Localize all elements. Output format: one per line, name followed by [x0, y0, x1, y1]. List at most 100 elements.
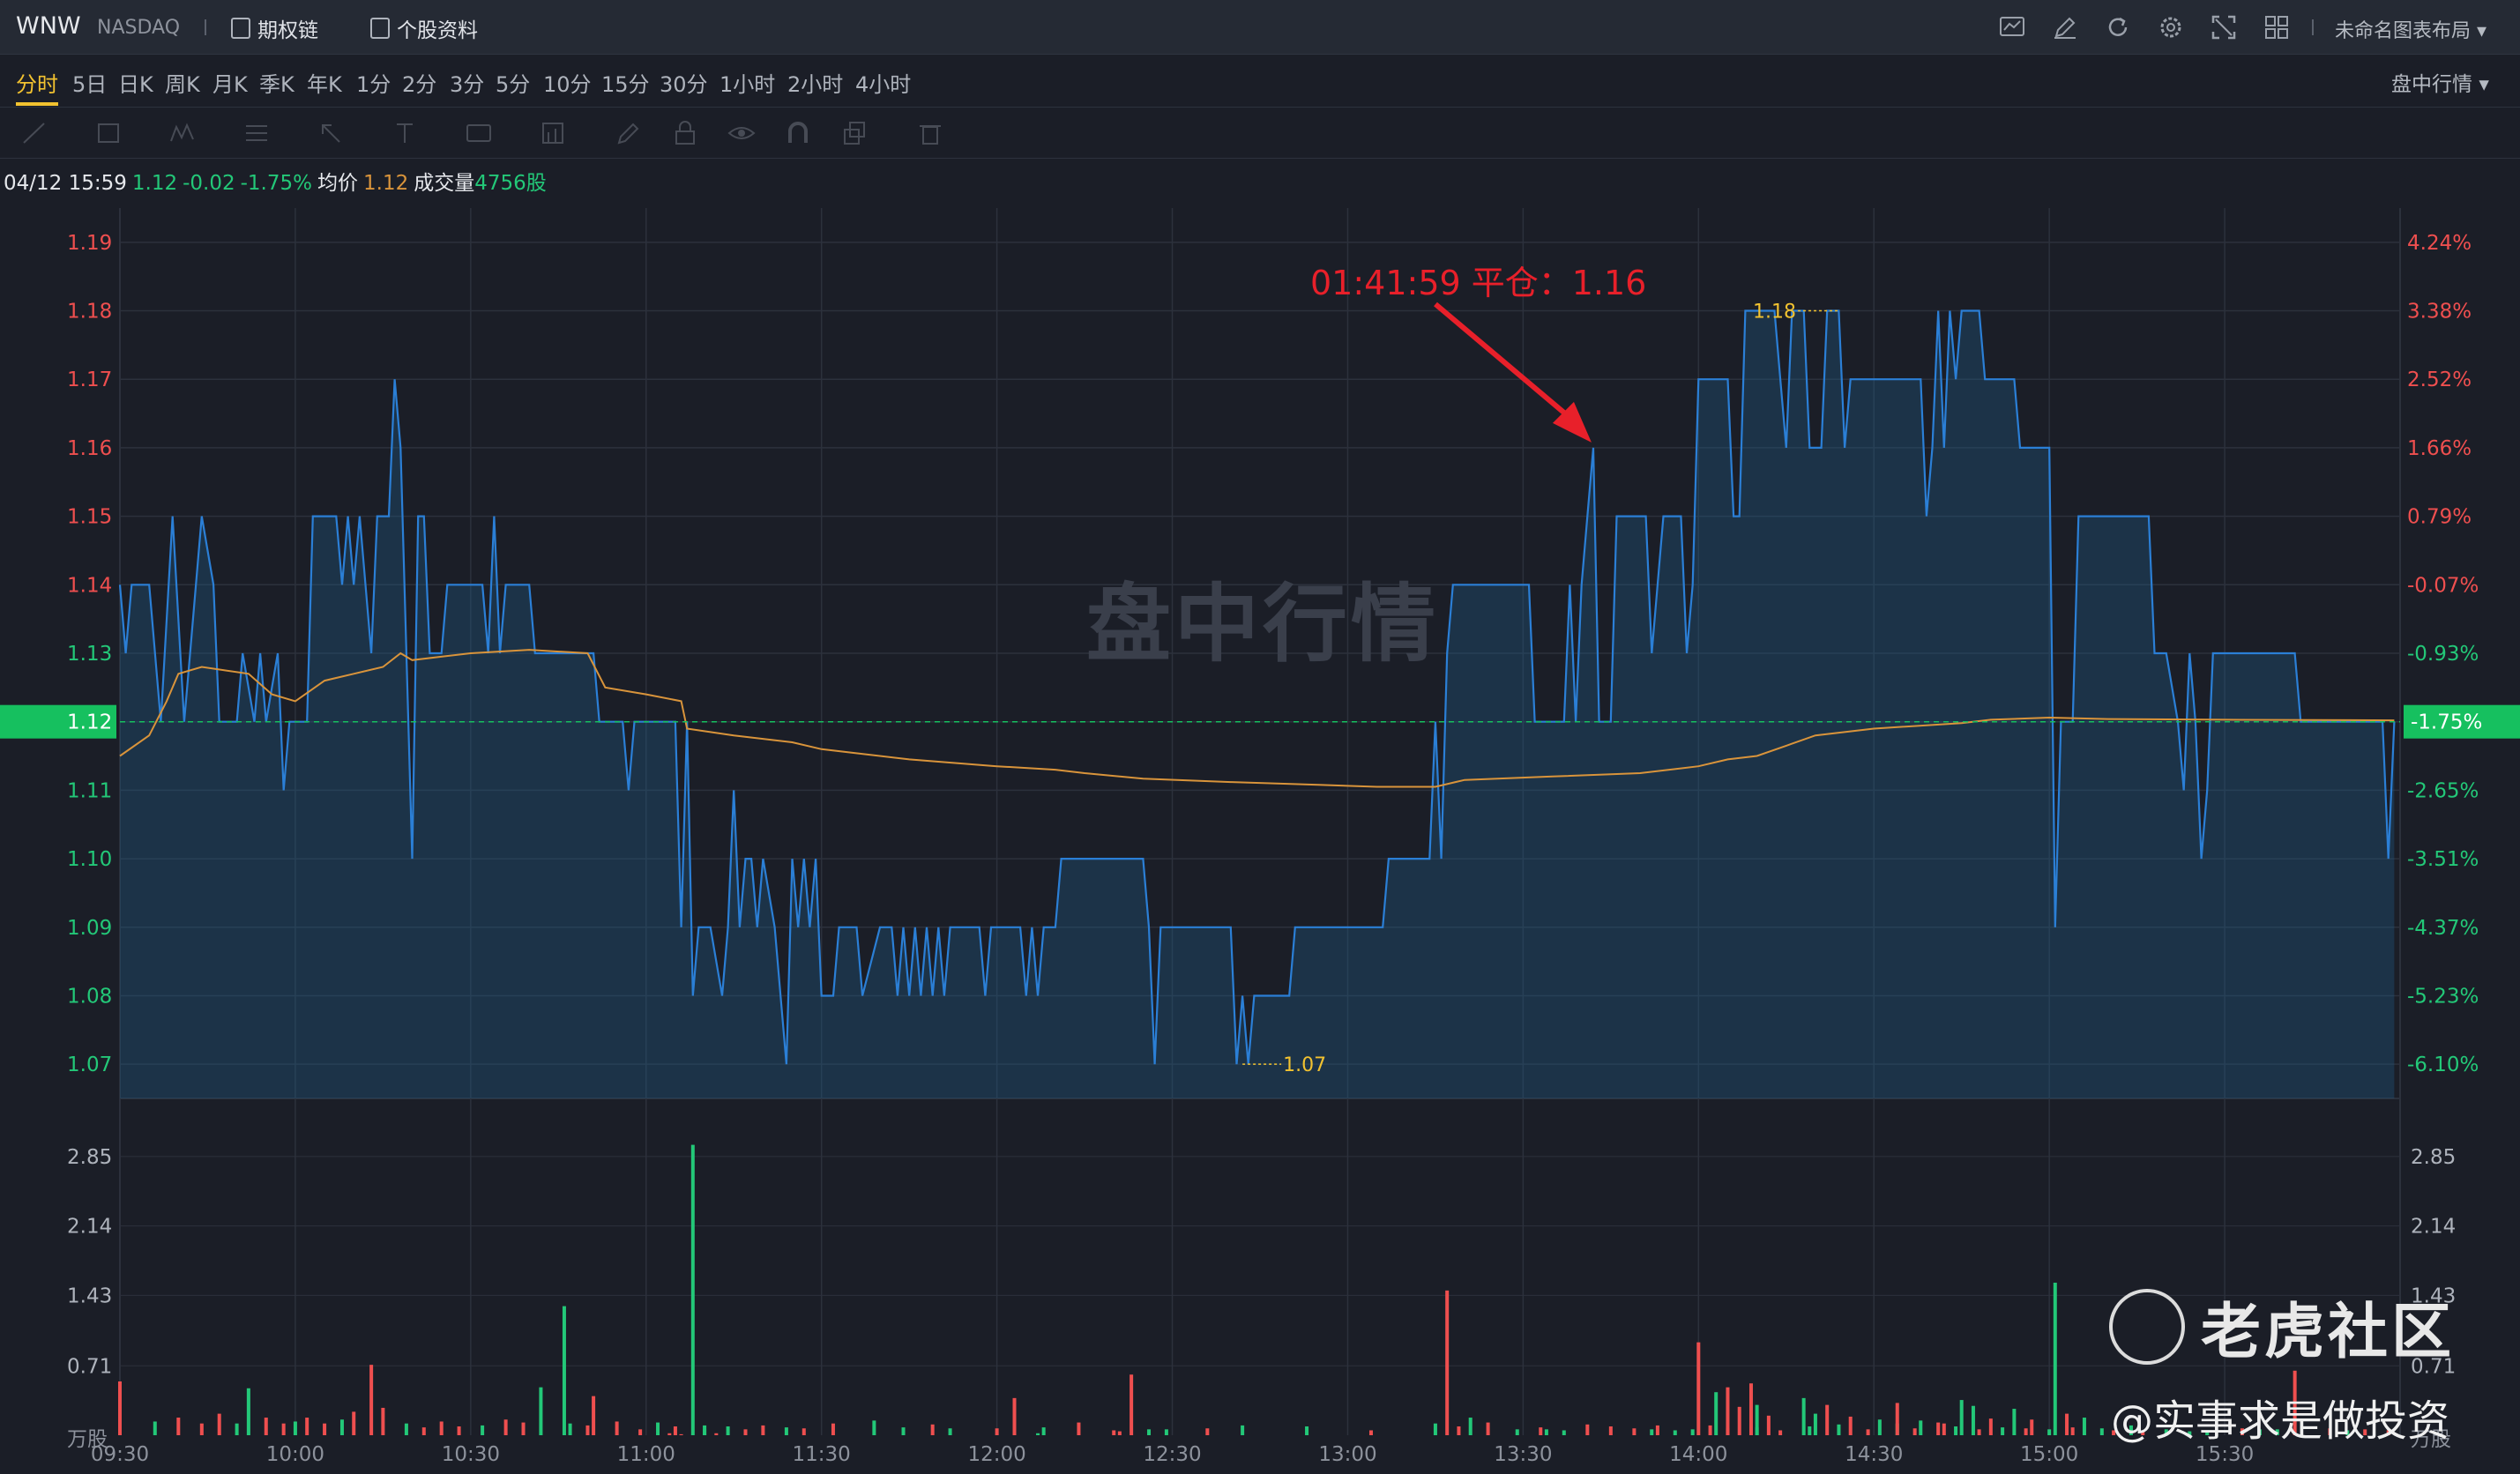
volume-bar: [1708, 1425, 1712, 1435]
refresh-icon[interactable]: [2104, 13, 2132, 41]
volume-bar: [118, 1381, 122, 1435]
time-axis-label: 14:00: [1669, 1443, 1727, 1466]
price-area-fill: [120, 310, 2395, 1098]
volume-bar: [2328, 1428, 2332, 1435]
time-axis-label: 13:30: [1494, 1443, 1552, 1466]
stock-profile-link[interactable]: 个股资料: [370, 13, 478, 43]
text-tool-icon[interactable]: [390, 118, 420, 148]
stock-symbol[interactable]: WNW: [16, 12, 81, 40]
volume-bar: [1877, 1419, 1882, 1435]
volume-bar: [1585, 1424, 1590, 1435]
tab-period-daily[interactable]: 日K: [118, 72, 153, 97]
tab-period-quarterly[interactable]: 季K: [259, 72, 294, 97]
pct-axis-label: -6.10%: [2407, 1053, 2479, 1076]
tab-period-1h[interactable]: 1小时: [719, 72, 776, 97]
volume-bar: [2275, 1429, 2279, 1435]
tab-period-3m[interactable]: 3分: [450, 72, 485, 97]
period-tabs: 分时 5日 日K 周K 月K 季K 年K 1分 2分 3分 5分 10分 15分…: [0, 55, 2520, 108]
volume-bar: [1813, 1413, 1817, 1435]
time-axis-label: 12:30: [1143, 1443, 1201, 1466]
volume-axis-label: 0.71: [67, 1355, 112, 1378]
pct-axis-label: 2.52%: [2407, 368, 2472, 391]
volume-bar: [1305, 1426, 1309, 1435]
volume-bar: [2070, 1427, 2075, 1435]
chevron-down-icon: ▾: [2477, 20, 2487, 42]
draw-icon[interactable]: [2051, 13, 2079, 41]
tab-period-yearly[interactable]: 年K: [307, 72, 342, 97]
volume-bar: [1866, 1429, 1870, 1435]
volume-bar: [656, 1422, 660, 1435]
volume-bar: [1714, 1392, 1719, 1435]
tab-period-monthly[interactable]: 月K: [212, 72, 248, 97]
volume-bar: [2363, 1429, 2367, 1435]
time-axis-label: 11:30: [793, 1443, 851, 1466]
line-tool-icon[interactable]: [19, 118, 49, 148]
time-axis-label: 12:00: [967, 1443, 1025, 1466]
rect-tool-icon[interactable]: [93, 118, 123, 148]
quote-change-pct: -1.75%: [240, 172, 312, 195]
pct-axis-label: 4.24%: [2407, 232, 2472, 255]
volume-bar: [743, 1429, 748, 1435]
volume-bar: [199, 1423, 204, 1435]
price-axis-label: 1.10: [67, 848, 112, 871]
eye-icon[interactable]: [727, 118, 757, 148]
lock-icon[interactable]: [670, 118, 700, 148]
price-axis-label: 1.17: [67, 368, 112, 391]
price-axis-label: 1.08: [67, 985, 112, 1008]
wave-tool-icon[interactable]: [168, 118, 198, 148]
market-mode-selector[interactable]: 盘中行情 ▾: [2391, 67, 2489, 97]
tab-period-1m[interactable]: 1分: [356, 72, 391, 97]
volume-bar: [1368, 1430, 1373, 1435]
volume-bar: [2188, 1431, 2192, 1435]
grid-layout-icon[interactable]: [2263, 13, 2291, 41]
volume-bar: [690, 1144, 695, 1435]
option-chain-link[interactable]: 期权链: [231, 13, 318, 43]
label-tool-icon[interactable]: [464, 118, 494, 148]
copy-icon[interactable]: [839, 118, 869, 148]
volume-bar: [872, 1420, 876, 1435]
volume-bar: [153, 1421, 157, 1435]
volume-bar: [562, 1306, 566, 1435]
tab-period-intraday[interactable]: 分时: [16, 72, 58, 97]
fullscreen-icon[interactable]: [2210, 13, 2238, 41]
volume-bar: [2386, 1430, 2390, 1435]
tab-period-10m[interactable]: 10分: [543, 72, 592, 97]
volume-bar: [568, 1423, 572, 1435]
tab-period-5d[interactable]: 5日: [72, 72, 108, 97]
tab-period-weekly[interactable]: 周K: [165, 72, 200, 97]
price-axis-label: 1.15: [67, 506, 112, 529]
volume-bar: [1562, 1430, 1566, 1435]
current-price-label: 1.12: [67, 711, 112, 734]
volume-unit-label-right: 万股: [2411, 1428, 2451, 1451]
volume-bar: [1825, 1404, 1830, 1435]
tab-period-30m[interactable]: 30分: [660, 72, 708, 97]
magnet-icon[interactable]: [783, 118, 813, 148]
tab-period-4h[interactable]: 4小时: [855, 72, 912, 97]
volume-bar: [714, 1433, 719, 1435]
volume-bar: [1433, 1423, 1437, 1435]
price-axis-label: 1.11: [67, 779, 112, 802]
tab-period-5m[interactable]: 5分: [496, 72, 531, 97]
fib-tool-icon[interactable]: [242, 118, 272, 148]
price-axis-label: 1.13: [67, 643, 112, 666]
tab-period-2m[interactable]: 2分: [402, 72, 437, 97]
arrow-tool-icon[interactable]: [316, 118, 346, 148]
volume-bar: [1837, 1424, 1841, 1435]
volume-bar: [1919, 1420, 1923, 1435]
indicator-icon[interactable]: [1998, 13, 2026, 41]
settings-icon[interactable]: [2157, 13, 2185, 41]
active-tab-underline: [16, 102, 58, 106]
tab-period-15m[interactable]: 15分: [601, 72, 650, 97]
tab-period-2h[interactable]: 2小时: [787, 72, 844, 97]
pencil-icon[interactable]: [614, 118, 644, 148]
volume-bar: [2030, 1419, 2034, 1435]
volume-bar: [1912, 1428, 1917, 1435]
trash-icon[interactable]: [915, 118, 945, 148]
volume-axis-label-right: 1.43: [2411, 1284, 2456, 1307]
pct-axis-label: 3.38%: [2407, 301, 2472, 324]
measure-tool-icon[interactable]: [538, 118, 568, 148]
exchange-label: NASDAQ: [97, 17, 181, 39]
layout-selector[interactable]: 未命名图表布局 ▾: [2335, 15, 2486, 43]
volume-bar: [323, 1423, 327, 1435]
